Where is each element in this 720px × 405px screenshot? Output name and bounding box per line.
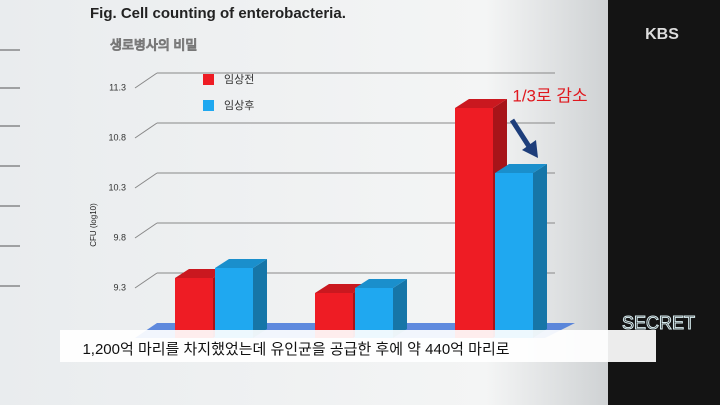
y-axis-label: CFU (log10) [89,203,98,247]
grid-line [134,272,158,289]
bar-side [533,164,547,338]
subtitle: 1,200억 마리를 차지했었는데 유인균을 공급한 후에 약 440억 마리로 [82,341,509,358]
legend-label: 임상전 [224,73,254,86]
y-tick-label: 9.8 [113,232,126,242]
bar-front [175,278,213,338]
bar-side [253,259,267,338]
bar-top [215,259,267,268]
program-logo: 생로병사의 비밀 [110,37,197,52]
y-tick-label: 10.8 [108,132,126,142]
annotation: 1/3로 감소 [512,86,587,105]
bar-side [393,279,407,338]
grid-line [134,172,158,189]
bar [355,279,407,338]
bar-front [495,173,533,338]
bar-front [355,288,393,338]
bar-top [175,269,227,278]
y-tick-label: 9.3 [113,282,126,292]
bar-top [495,164,547,173]
side-lines [0,49,20,287]
y-tick-label: 11.3 [109,82,126,92]
legend-swatch [203,74,214,85]
bar-front [455,108,493,338]
bar [495,164,547,338]
bar [215,259,267,338]
channel-logo: KBS [645,26,679,43]
grid-line [134,122,158,139]
subtitle-box [60,330,656,362]
arrow [509,118,538,158]
bar-top [455,99,507,108]
legend-swatch [203,100,214,111]
watermark: SECRET [622,313,695,333]
legend-label: 임상후 [224,99,254,112]
bar-front [215,268,253,338]
bar-top [315,284,367,293]
y-tick-label: 10.3 [108,182,126,192]
grid-line [134,72,158,89]
chart-title: Fig. Cell counting of enterobacteria. [90,5,346,22]
grid-line [134,222,158,239]
bar-top [355,279,407,288]
